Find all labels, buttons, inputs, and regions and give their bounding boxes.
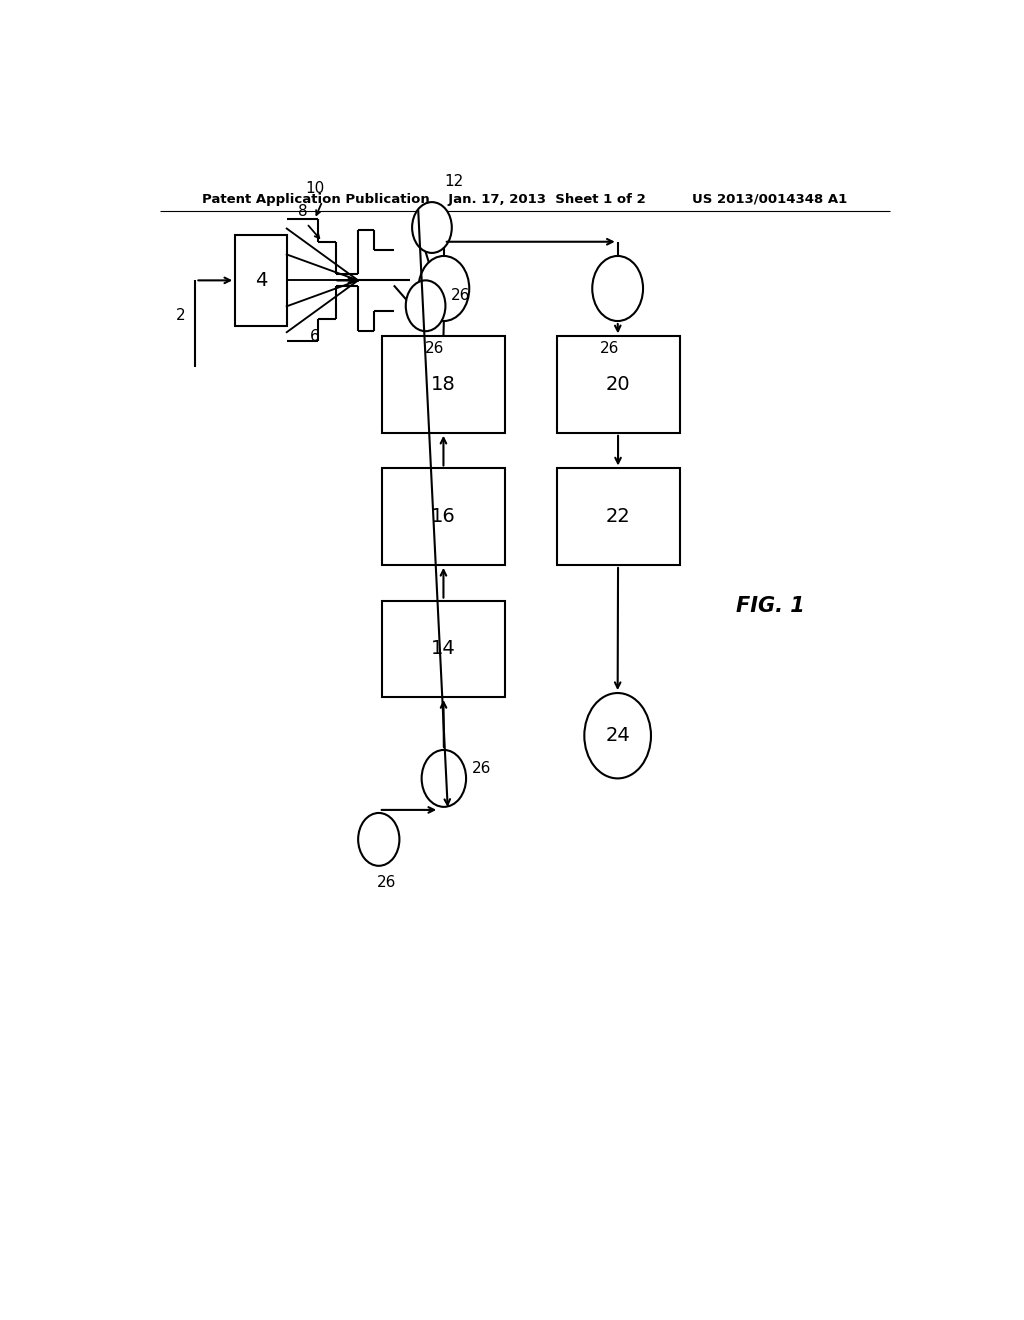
Circle shape	[358, 813, 399, 866]
Bar	[557, 337, 680, 433]
Text: 10: 10	[305, 181, 325, 197]
Text: 16: 16	[431, 507, 456, 527]
Bar	[382, 337, 505, 433]
Text: 2: 2	[176, 309, 186, 323]
Circle shape	[592, 256, 643, 321]
Circle shape	[406, 280, 445, 331]
Circle shape	[585, 693, 651, 779]
Bar	[382, 601, 505, 697]
Text: 24: 24	[605, 726, 630, 746]
Circle shape	[412, 202, 452, 253]
Text: 8: 8	[298, 203, 307, 219]
Text: 22: 22	[605, 507, 631, 527]
Bar	[382, 469, 505, 565]
Text: 14: 14	[431, 639, 456, 659]
Text: 20: 20	[606, 375, 631, 395]
Bar	[557, 469, 680, 565]
Text: Patent Application Publication    Jan. 17, 2013  Sheet 1 of 2          US 2013/0: Patent Application Publication Jan. 17, …	[202, 193, 848, 206]
Text: 18: 18	[431, 375, 456, 395]
Bar	[236, 235, 287, 326]
Circle shape	[422, 750, 466, 807]
Text: 26: 26	[377, 875, 396, 890]
Text: 4: 4	[255, 271, 267, 290]
Text: 26: 26	[451, 288, 470, 304]
Text: 6: 6	[309, 329, 319, 343]
Text: 26: 26	[425, 342, 444, 356]
Text: FIG. 1: FIG. 1	[736, 595, 805, 615]
Text: 26: 26	[600, 342, 620, 356]
Circle shape	[419, 256, 469, 321]
Text: 12: 12	[443, 174, 463, 189]
Text: 26: 26	[472, 760, 492, 776]
